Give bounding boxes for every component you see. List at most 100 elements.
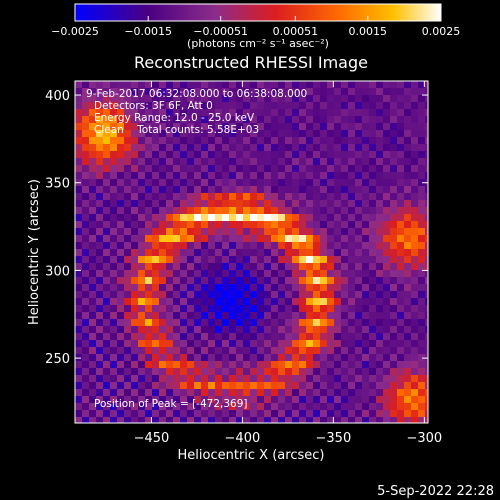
heatmap-cell bbox=[138, 270, 146, 278]
heatmap-cell bbox=[362, 319, 370, 327]
heatmap-cell bbox=[173, 158, 181, 166]
heatmap-cell bbox=[264, 193, 272, 201]
heatmap-cell bbox=[320, 207, 328, 215]
heatmap-cell bbox=[124, 81, 132, 89]
heatmap-cell bbox=[257, 403, 265, 411]
heatmap-cell bbox=[110, 242, 118, 250]
heatmap-cell bbox=[369, 95, 377, 103]
heatmap-cell bbox=[96, 249, 104, 257]
heatmap-cell bbox=[390, 88, 398, 96]
heatmap-cell bbox=[355, 214, 363, 222]
heatmap-cell bbox=[208, 375, 216, 383]
heatmap-cell bbox=[103, 291, 111, 299]
heatmap-cell bbox=[355, 95, 363, 103]
heatmap-cell bbox=[103, 249, 111, 257]
heatmap-cell bbox=[313, 95, 321, 103]
heatmap-cell bbox=[110, 347, 118, 355]
heatmap-cell bbox=[341, 172, 349, 180]
heatmap-cell bbox=[334, 221, 342, 229]
heatmap-cell bbox=[229, 396, 237, 404]
heatmap-cell bbox=[117, 354, 125, 362]
heatmap-cell bbox=[278, 256, 286, 264]
heatmap-cell bbox=[82, 130, 90, 138]
heatmap-cell bbox=[138, 95, 146, 103]
heatmap-cell bbox=[285, 375, 293, 383]
heatmap-cell bbox=[250, 249, 258, 257]
heatmap-cell bbox=[299, 158, 307, 166]
heatmap-cell bbox=[124, 200, 132, 208]
heatmap-cell bbox=[362, 256, 370, 264]
heatmap-cell bbox=[145, 263, 153, 271]
heatmap-cell bbox=[117, 396, 125, 404]
heatmap-cell bbox=[271, 158, 279, 166]
heatmap-cell bbox=[334, 116, 342, 124]
heatmap-cell bbox=[271, 277, 279, 285]
heatmap-cell bbox=[250, 312, 258, 320]
heatmap-cell bbox=[194, 389, 202, 397]
heatmap-cell bbox=[152, 221, 160, 229]
heatmap-cell bbox=[117, 277, 125, 285]
annotation-detectors: Detectors: 3F 6F, Att 0 bbox=[94, 100, 213, 112]
heatmap-cell bbox=[194, 137, 202, 145]
heatmap-cell bbox=[341, 249, 349, 257]
heatmap-cell bbox=[390, 396, 398, 404]
heatmap-cell bbox=[201, 151, 209, 159]
heatmap-cell bbox=[222, 326, 230, 334]
heatmap-cell bbox=[208, 95, 216, 103]
heatmap-cell bbox=[327, 354, 335, 362]
heatmap-cell bbox=[201, 186, 209, 194]
heatmap-cell bbox=[418, 340, 426, 348]
heatmap-cell bbox=[236, 298, 244, 306]
heatmap-cell bbox=[229, 389, 237, 397]
heatmap-cell bbox=[397, 396, 405, 404]
heatmap-cell bbox=[103, 368, 111, 376]
heatmap-cell bbox=[369, 333, 377, 341]
heatmap-cell bbox=[215, 382, 223, 390]
heatmap-cell bbox=[292, 242, 300, 250]
heatmap-cell bbox=[327, 256, 335, 264]
heatmap-cell bbox=[285, 389, 293, 397]
heatmap-cell bbox=[215, 375, 223, 383]
heatmap-cell bbox=[124, 298, 132, 306]
heatmap-cell bbox=[257, 95, 265, 103]
heatmap-cell bbox=[369, 221, 377, 229]
heatmap-cell bbox=[152, 242, 160, 250]
heatmap-cell bbox=[425, 109, 428, 117]
heatmap-cell bbox=[117, 81, 125, 89]
heatmap-cell bbox=[397, 200, 405, 208]
heatmap-cell bbox=[418, 137, 426, 145]
heatmap-cell bbox=[187, 123, 195, 131]
heatmap-cell bbox=[257, 81, 265, 89]
heatmap-cell bbox=[369, 235, 377, 243]
heatmap-cell bbox=[383, 123, 391, 131]
heatmap-cell bbox=[313, 186, 321, 194]
heatmap-cell bbox=[138, 333, 146, 341]
heatmap-cell bbox=[306, 291, 314, 299]
heatmap-cell bbox=[278, 165, 286, 173]
heatmap-cell bbox=[82, 361, 90, 369]
heatmap-cell bbox=[313, 221, 321, 229]
heatmap-cell bbox=[285, 256, 293, 264]
heatmap-cell bbox=[117, 333, 125, 341]
heatmap-cell bbox=[390, 144, 398, 152]
heatmap-cell bbox=[124, 235, 132, 243]
heatmap-cell bbox=[320, 165, 328, 173]
heatmap-cell bbox=[215, 305, 223, 313]
heatmap-cell bbox=[124, 347, 132, 355]
heatmap-cell bbox=[418, 221, 426, 229]
heatmap-cell bbox=[250, 116, 258, 124]
heatmap-cell bbox=[376, 340, 384, 348]
heatmap-cell bbox=[222, 361, 230, 369]
heatmap-cell bbox=[166, 326, 174, 334]
heatmap-cell bbox=[285, 186, 293, 194]
heatmap-cell bbox=[159, 389, 167, 397]
heatmap-cell bbox=[222, 305, 230, 313]
heatmap-cell bbox=[166, 186, 174, 194]
heatmap-cell bbox=[201, 130, 209, 138]
heatmap-cell bbox=[376, 214, 384, 222]
heatmap-cell bbox=[341, 242, 349, 250]
heatmap-cell bbox=[376, 396, 384, 404]
heatmap-cell bbox=[418, 172, 426, 180]
heatmap-cell bbox=[299, 270, 307, 278]
heatmap-cell bbox=[96, 235, 104, 243]
